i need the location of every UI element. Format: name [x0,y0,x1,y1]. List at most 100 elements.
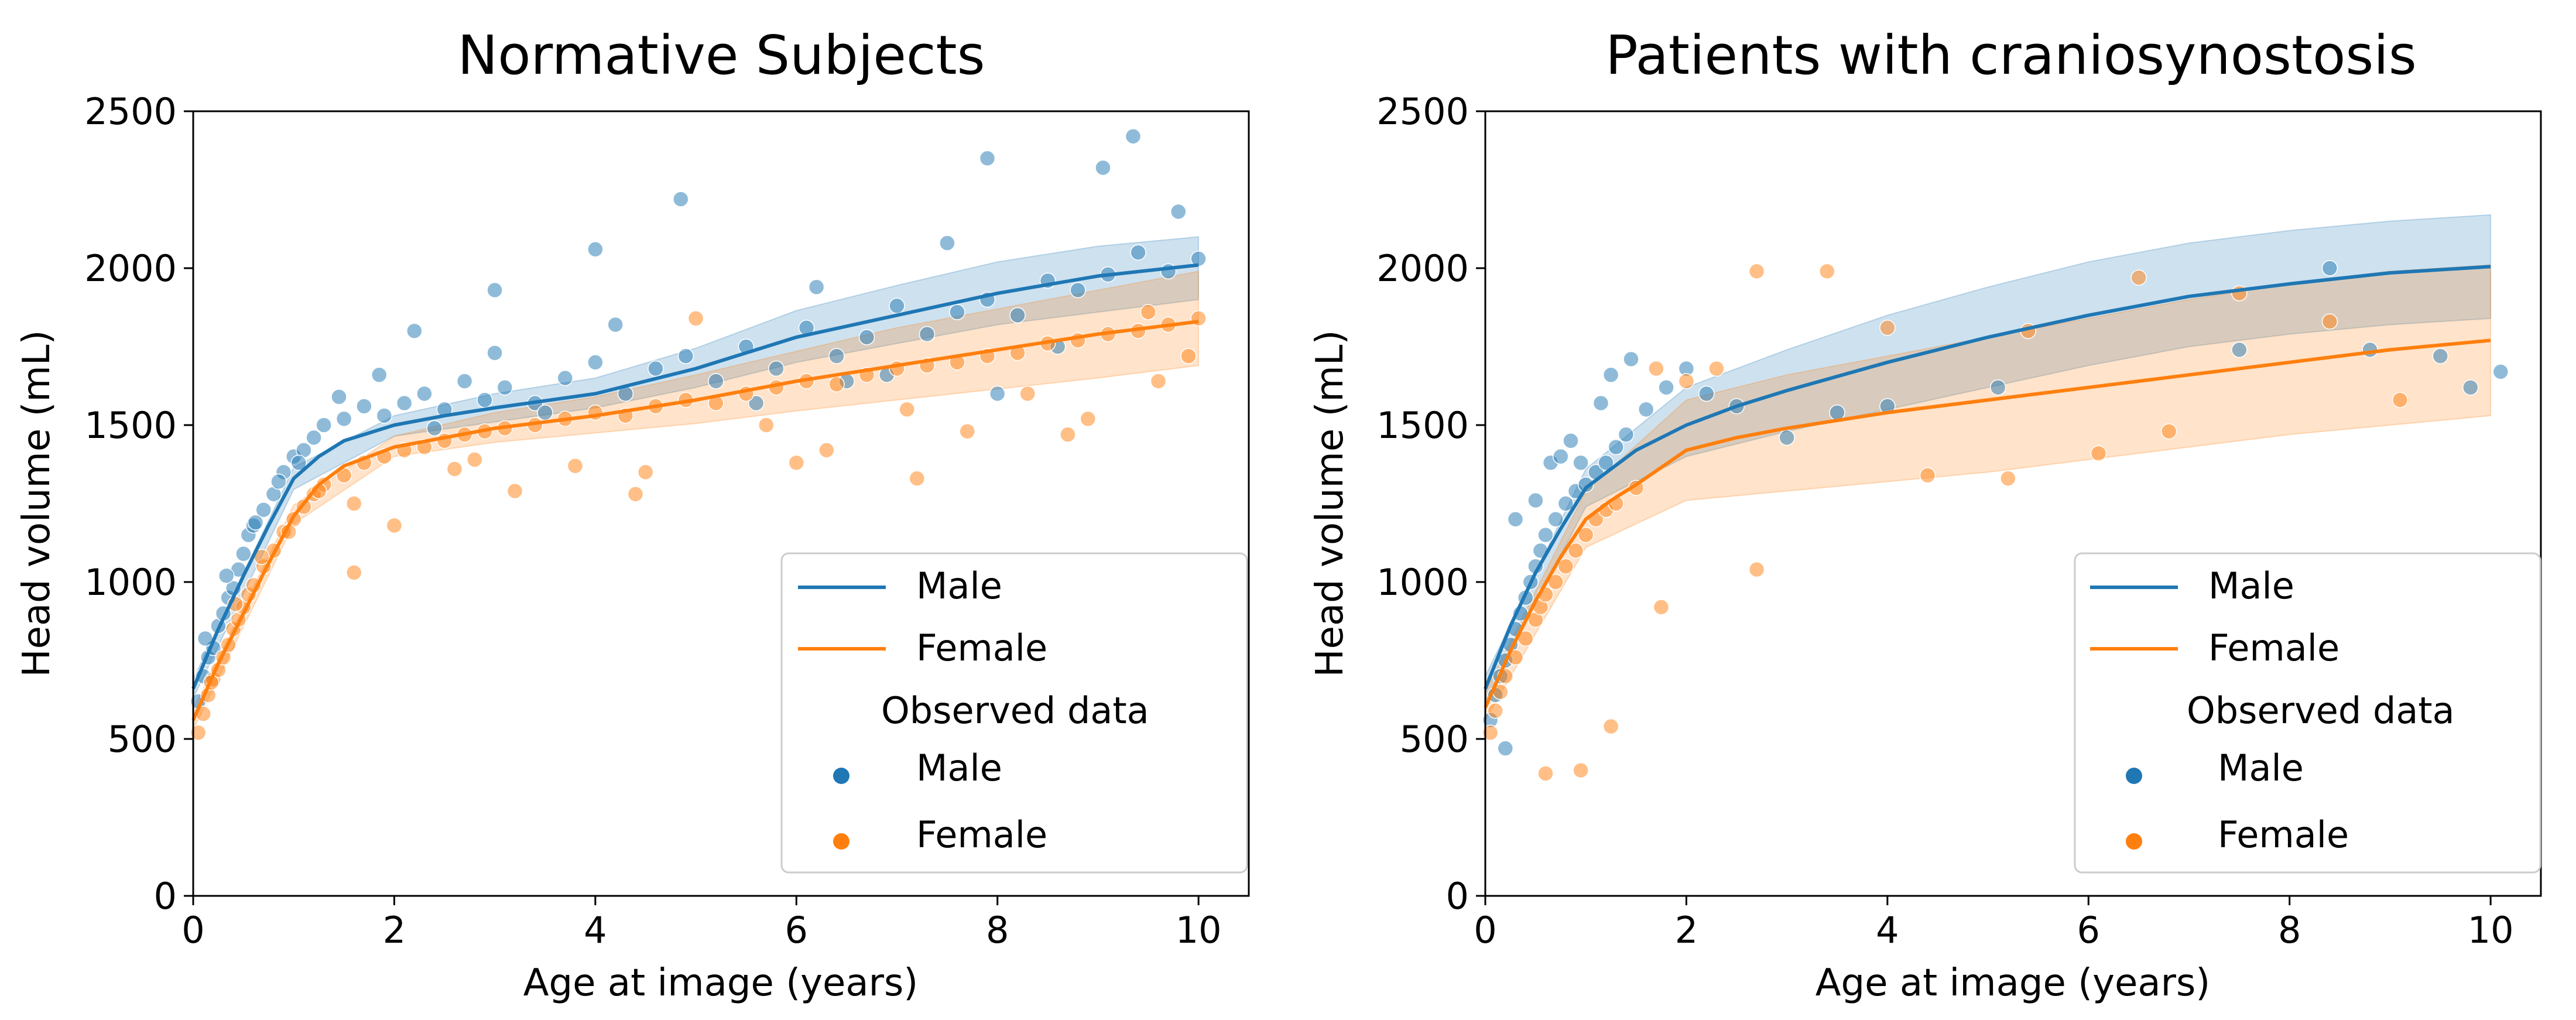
female-data-point [909,470,926,487]
male-data-point [2362,341,2378,358]
x-tick-label: 4 [1876,909,1899,951]
legend-female-label: Female [916,627,1047,669]
male-data-point [1553,448,1569,465]
plot-frame [192,110,1250,897]
male-data-point [2321,260,2338,276]
legend-box [2074,552,2541,874]
female-fitted-curve [191,320,1199,721]
male-data-point [1638,401,1654,417]
female-data-point [959,423,975,440]
observed-points [1482,260,2509,782]
male-data-point [919,326,936,343]
y-tick-label: 0 [154,875,177,918]
craniosynostosis-panel: Patients with craniosynostosis 0 2 4 6 8 10 0 5… [1308,24,2542,1005]
male-data-point [316,417,332,433]
legend-male-label: Male [916,564,1002,607]
normative-subjects-panel: Normative Subjects 0 2 4 6 8 10 0 500 1000 1500 20… [15,24,1250,1005]
female-data-point [758,417,775,433]
male-data-point [290,454,307,471]
x-axis-label: Age at image (years) [523,961,919,1005]
legend-male-label: Male [2208,564,2294,607]
female-data-point [345,564,362,581]
female-data-point [899,401,915,417]
male-data-point [587,241,604,258]
female-data-point [1140,304,1157,320]
female-data-point [2321,313,2338,330]
female-data-point [1180,348,1197,364]
male-data-point [708,373,724,389]
y-tick-label: 1500 [1376,404,1469,447]
male-data-point [426,420,443,437]
y-tick-label: 500 [108,718,177,761]
female-data-point [2392,392,2409,408]
chart-title: Normative Subjects [457,24,985,87]
y-tick-label: 2500 [1376,90,1469,133]
x-tick-label: 6 [2077,909,2100,951]
y-tick-label: 1000 [1376,561,1469,604]
male-data-point [2432,348,2449,364]
male-data-point [1573,454,1589,471]
male-data-point [1537,526,1554,543]
female-data-point [1678,373,1695,389]
female-data-point [1150,373,1167,389]
male-data-point [828,348,845,364]
confidence-bands [1485,214,2492,723]
female-data-point [1819,263,1835,280]
male-data-point [677,348,694,364]
male-data-point [1618,426,1635,443]
y-tick-label: 500 [1400,718,1469,761]
male-data-point [496,379,513,396]
female-data-point [788,454,805,471]
male-data-point [1070,282,1086,299]
male-data-point [1598,454,1614,471]
male-data-point [306,429,322,446]
x-tick-label: 0 [181,909,204,951]
female-fitted-curve [1484,338,2491,708]
male-data-point [1577,477,1594,493]
male-data-point [371,367,388,383]
legend-box [780,552,1248,874]
male-data-point [808,279,825,295]
legend: Male Female Observed data Male Female [2074,552,2541,874]
x-tick-label: 10 [1176,909,1222,951]
male-data-point [1130,244,1146,261]
legend-observed-female-marker [833,833,849,850]
female-data-point [467,451,483,468]
male-data-point [2492,364,2509,380]
male-data-point [1497,740,1514,757]
male-data-point [1602,367,1619,383]
female-confidence-band [1485,264,2492,723]
male-data-point [748,395,765,412]
female-data-point [1080,410,1097,427]
x-tick-label: 8 [2278,909,2301,951]
legend-observed-title: Observed data [2187,689,2455,732]
female-data-point [1060,426,1076,443]
female-data-point [1708,360,1725,377]
male-data-point [587,354,604,371]
male-data-point [858,329,875,345]
female-data-point [1567,542,1584,559]
female-data-point [1648,360,1664,377]
male-data-point [477,392,493,408]
female-data-point [637,464,654,481]
female-data-point [627,486,644,502]
y-axis-label: Head volume (mL) [1308,330,1352,677]
male-data-point [1563,433,1579,449]
legend-observed-female-marker [2126,833,2142,850]
male-data-point [1125,128,1142,145]
y-axis-label: Head volume (mL) [15,330,59,677]
x-tick-label: 4 [584,909,607,951]
axis-ticks: 0 2 4 6 8 10 0 500 1000 1500 2000 2500 [84,90,1221,951]
male-fitted-curve [191,263,1199,690]
female-data-point [2090,445,2107,461]
male-data-point [1592,395,1609,412]
legend-female-label: Female [2208,627,2339,669]
male-data-point [939,235,955,251]
female-data-point [1487,703,1503,719]
male-data-point [1009,307,1026,324]
x-tick-label: 8 [986,909,1009,951]
legend-observed-male-marker [833,768,849,784]
female-data-point [828,376,845,393]
male-data-point [356,398,372,415]
